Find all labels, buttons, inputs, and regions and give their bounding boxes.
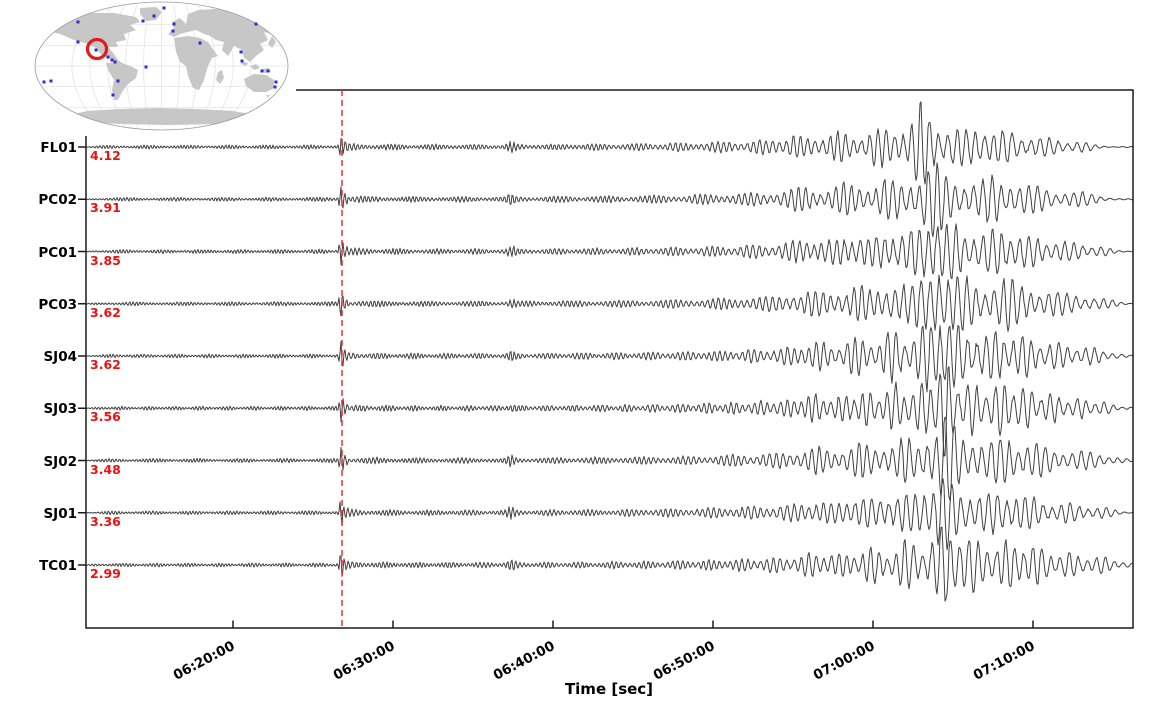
station-marker: [162, 6, 166, 10]
map-outline: [34, 1, 289, 131]
continent-shape: [140, 7, 162, 21]
station-marker: [144, 65, 148, 69]
continent-shape: [64, 108, 256, 125]
station-label: PC02: [38, 192, 77, 209]
station-label: SJ02: [43, 453, 77, 470]
station-marker: [254, 22, 258, 26]
station-distance-value: 3.36: [90, 513, 121, 529]
station-distance-value: 3.91: [90, 200, 121, 216]
station-marker: [198, 41, 202, 45]
station-marker: [240, 59, 244, 63]
continent-shape: [216, 70, 224, 84]
trace-TC01: [86, 526, 1133, 602]
station-label: SJ01: [43, 505, 77, 522]
station-label: FL01: [40, 140, 77, 156]
station-distance-value: 2.99: [90, 566, 121, 581]
station-label: PC01: [38, 244, 77, 261]
station-marker: [110, 58, 114, 62]
trace-SJ01: [86, 478, 1133, 551]
trace-FL01: [86, 101, 1133, 185]
continent-shape: [268, 36, 276, 48]
trace-SJ02: [86, 416, 1133, 501]
station-marker: [111, 93, 115, 97]
station-label: TC01: [39, 558, 77, 574]
world-map-inset: [28, 0, 296, 136]
continent-shape: [174, 36, 218, 90]
station-marker: [274, 80, 278, 84]
station-marker: [113, 60, 117, 64]
station-distance-value: 3.85: [90, 252, 121, 268]
station-marker: [152, 14, 156, 18]
station-marker: [239, 50, 243, 54]
station-marker: [260, 69, 264, 73]
continent-shape: [250, 64, 260, 70]
station-label: PC03: [38, 296, 77, 313]
x-axis-title: Time [sec]: [564, 680, 654, 698]
trace-SJ03: [86, 366, 1133, 457]
continent-shape: [44, 13, 140, 63]
continent-shape: [244, 74, 274, 92]
station-distance-value: 3.48: [90, 461, 121, 477]
station-marker: [141, 19, 145, 23]
station-distance-value: 3.56: [90, 409, 121, 425]
station-label: SJ03: [43, 401, 77, 418]
station-marker: [76, 20, 80, 24]
station-marker: [273, 85, 277, 89]
station-distance-value: 4.12: [90, 148, 121, 163]
trace-PC02: [86, 162, 1133, 238]
station-distance-value: 3.62: [90, 357, 121, 372]
station-marker: [172, 22, 176, 26]
continent-shape: [106, 62, 138, 100]
continent-shape: [266, 95, 270, 98]
station-marker: [42, 80, 46, 84]
station-marker: [76, 40, 80, 44]
station-marker: [171, 29, 175, 33]
station-markers: [42, 6, 278, 97]
station-distance-value: 3.62: [90, 304, 121, 320]
trace-SJ04: [86, 324, 1133, 393]
trace-PC01: [86, 223, 1133, 280]
plot-frame: [85, 89, 1134, 629]
station-marker: [266, 69, 270, 73]
station-marker: [106, 55, 110, 59]
axis-ticks: [232, 620, 1034, 628]
event-location-ring: [85, 37, 109, 61]
station-label: SJ04: [43, 349, 77, 365]
station-marker: [116, 79, 120, 83]
trace-PC03: [86, 274, 1133, 332]
station-marker: [49, 79, 53, 83]
trace-group: [86, 101, 1133, 602]
station-marker: [94, 48, 98, 52]
